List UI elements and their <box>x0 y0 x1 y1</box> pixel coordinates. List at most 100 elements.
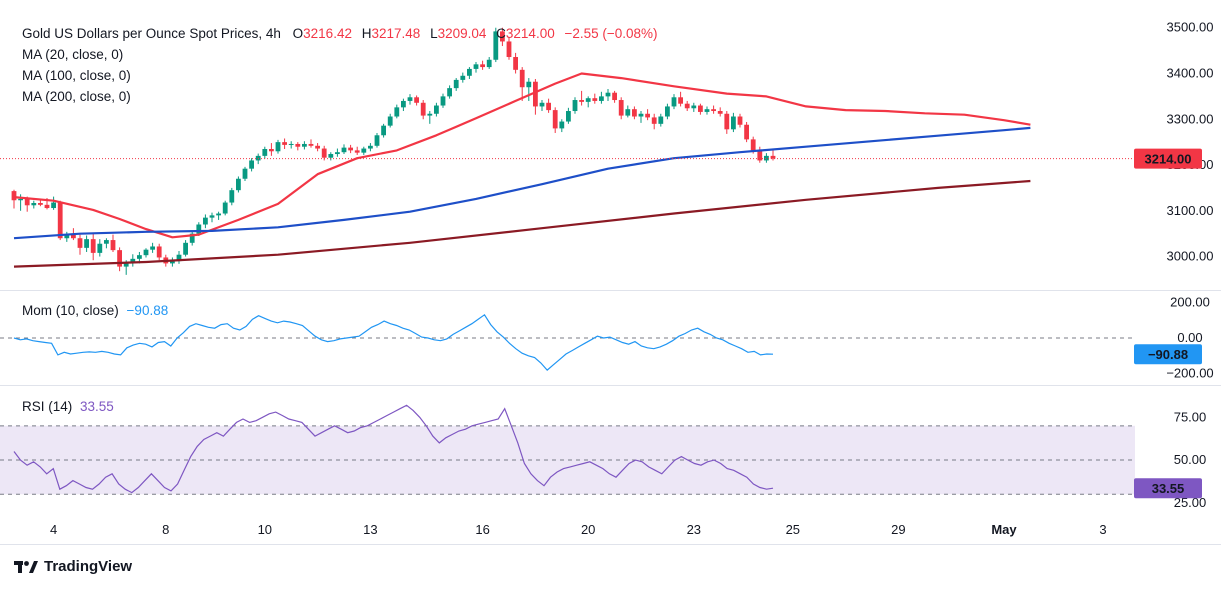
candle-down <box>579 100 584 102</box>
candle-up <box>473 64 479 69</box>
candle-up <box>658 116 664 124</box>
candle-down <box>645 113 650 118</box>
candle-up <box>585 98 591 102</box>
high-value: 3217.48 <box>371 26 420 41</box>
candle-down <box>117 250 122 267</box>
ma200-legend[interactable]: MA (200, close, 0) <box>22 89 131 104</box>
candle-up <box>31 203 37 206</box>
candle-up <box>335 152 340 155</box>
rsi-line <box>13 404 774 494</box>
candle-up <box>486 59 492 68</box>
candle-down <box>612 92 617 101</box>
mom-legend[interactable]: Mom (10, close) −90.88 <box>22 303 168 318</box>
rsi-legend-label: RSI (14) <box>22 399 72 414</box>
candle-down <box>500 31 505 42</box>
candle-up <box>288 143 294 145</box>
low-value: 3209.04 <box>438 26 487 41</box>
candle-down <box>90 239 96 253</box>
candle-up <box>599 96 604 101</box>
tradingview-logo-icon <box>14 560 38 573</box>
ma100-legend[interactable]: MA (100, close, 0) <box>22 68 131 83</box>
candle-up <box>123 263 129 267</box>
candle-up <box>387 116 393 126</box>
candle-down <box>71 234 76 239</box>
ma20-legend[interactable]: MA (20, close, 0) <box>22 47 123 62</box>
candle-up <box>104 240 109 244</box>
mom-axis-tick: 200.00 <box>1170 294 1210 309</box>
candle-down <box>632 109 637 117</box>
candle-down <box>308 143 314 146</box>
candle-down <box>552 110 558 129</box>
candle-up <box>559 121 565 129</box>
symbol-title: Gold US Dollars per Ounce Spot Prices, 4… <box>22 26 281 41</box>
candle-down <box>414 97 419 103</box>
candle-up <box>453 79 459 89</box>
candle-down <box>519 69 525 88</box>
price-axis-tick: 3100.00 <box>1167 203 1214 218</box>
candle-down <box>618 100 624 116</box>
close-value: 3214.00 <box>506 26 555 41</box>
mom-line <box>13 313 774 371</box>
candle-up <box>328 154 334 158</box>
momentum-pane[interactable]: 200.00 0.00 −200.00 −90.88 <box>0 294 1214 381</box>
rsi-legend-value: 33.55 <box>80 399 114 414</box>
candle-up <box>625 109 631 116</box>
candle-down <box>321 148 327 158</box>
candle-down <box>592 98 598 101</box>
candle-down <box>711 109 716 112</box>
candle-up <box>526 81 532 88</box>
candle-up <box>203 217 208 225</box>
candle-down <box>11 191 17 201</box>
x-axis-tick: 4 <box>50 522 57 537</box>
candle-up <box>665 106 670 117</box>
candle-up <box>97 243 103 253</box>
price-axis-tick: 3000.00 <box>1167 249 1214 264</box>
high-label: H <box>362 26 372 41</box>
candle-up <box>539 102 545 107</box>
candle-down <box>757 150 763 161</box>
mom-axis-tick: −200.00 <box>1166 366 1213 381</box>
candle-up <box>262 149 268 156</box>
candle-up <box>467 68 472 76</box>
tradingview-brand[interactable]: TradingView <box>14 558 132 575</box>
candle-up <box>440 96 446 106</box>
price-pane[interactable]: 3500.003400.003300.003200.003100.003000.… <box>0 20 1214 275</box>
change-value: −2.55 (−0.08%) <box>564 26 657 41</box>
candle-up <box>394 107 400 117</box>
ma200-line <box>13 179 1031 268</box>
candle-down <box>737 116 743 125</box>
candle-up <box>84 239 89 248</box>
x-axis-tick: 10 <box>258 522 272 537</box>
candle-up <box>374 135 380 146</box>
brand-name: TradingView <box>44 558 133 575</box>
x-axis-tick: May <box>991 522 1017 537</box>
ma20-line <box>13 72 1031 239</box>
candle-up <box>447 88 452 97</box>
candle-down <box>678 97 683 104</box>
ma100-line <box>13 126 1031 240</box>
mom-value-label: −90.88 <box>1148 347 1188 362</box>
open-label: O <box>293 26 304 41</box>
x-axis-tick: 25 <box>786 522 800 537</box>
candle-up <box>64 234 70 239</box>
candle-down <box>354 150 360 153</box>
candle-down <box>724 113 730 130</box>
candle-up <box>170 261 175 264</box>
rsi-legend[interactable]: RSI (14) 33.55 <box>22 399 114 414</box>
candle-down <box>744 124 749 140</box>
last-price-label: 3214.00 <box>1145 152 1192 167</box>
candle-up <box>176 254 182 262</box>
rsi-axis-tick: 50.00 <box>1174 452 1207 467</box>
candle-up <box>731 116 736 130</box>
x-axis-tick: 20 <box>581 522 595 537</box>
candle-down <box>282 142 287 145</box>
candle-up <box>368 145 373 149</box>
mom-legend-value: −90.88 <box>127 303 169 318</box>
price-axis-tick: 3500.00 <box>1167 20 1214 35</box>
candle-up <box>566 111 571 122</box>
x-axis-tick: 16 <box>475 522 489 537</box>
x-axis-tick: 29 <box>891 522 905 537</box>
